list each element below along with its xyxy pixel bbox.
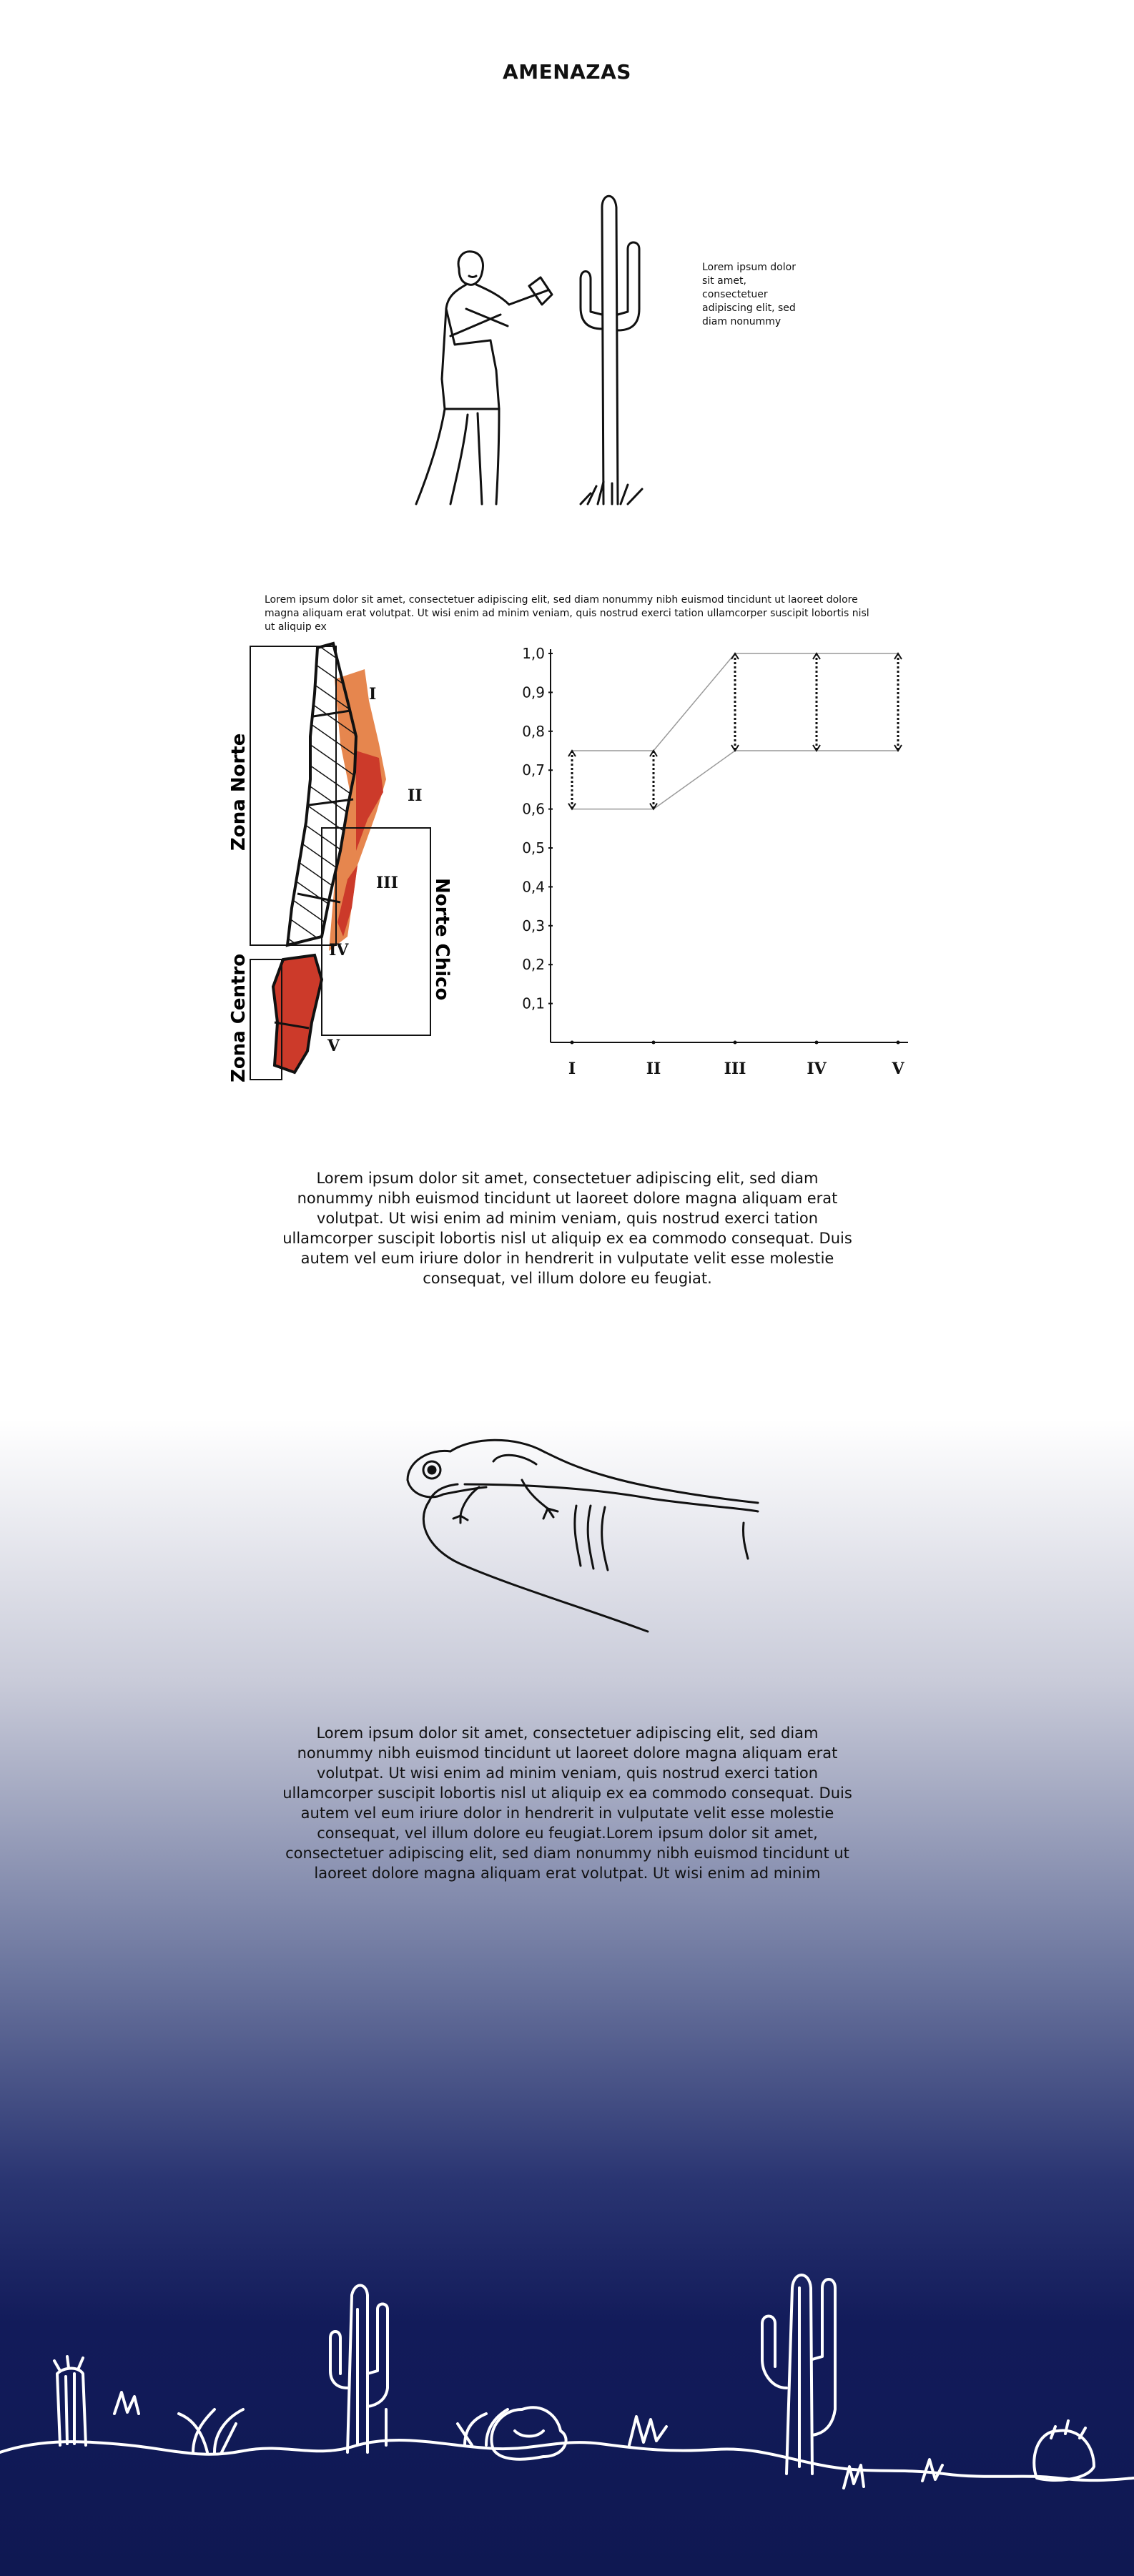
zona-norte-label: Zona Norte bbox=[228, 734, 250, 851]
map-caption: Lorem ipsum dolor sit amet, consectetuer… bbox=[265, 594, 869, 633]
x-tick bbox=[814, 1040, 819, 1045]
x-tick bbox=[651, 1040, 656, 1045]
map-threat-center bbox=[273, 955, 322, 1072]
cactus-icon bbox=[601, 194, 619, 505]
map-region-label: I bbox=[369, 685, 376, 704]
range-arrow-bottom bbox=[812, 744, 821, 752]
lizard-on-finger-illustration bbox=[406, 1438, 759, 1633]
y-tick-label: 0,1 bbox=[522, 995, 545, 1012]
side-note: Lorem ipsum dolor sit amet, consectetuer… bbox=[702, 262, 796, 327]
x-tick-label: IV bbox=[807, 1060, 827, 1078]
y-tick-label: 1,0 bbox=[522, 645, 545, 662]
norte-chico-label: Norte Chico bbox=[431, 878, 453, 1000]
range-arrow-top bbox=[812, 652, 821, 660]
man-with-axe-illustration bbox=[415, 194, 644, 505]
y-tick-label: 0,7 bbox=[522, 761, 545, 779]
range-arrow-bottom bbox=[568, 803, 576, 811]
map-region-label: IV bbox=[329, 941, 349, 959]
range-arrow-bottom bbox=[649, 803, 658, 811]
x-tick bbox=[733, 1040, 737, 1045]
y-tick-label: 0,6 bbox=[522, 801, 545, 818]
x-tick-label: I bbox=[568, 1060, 576, 1078]
y-tick-label: 0,9 bbox=[522, 684, 545, 701]
zona-centro-label: Zona Centro bbox=[228, 954, 250, 1082]
y-tick-label: 0,8 bbox=[522, 723, 545, 740]
range-arrow-bottom bbox=[894, 744, 902, 752]
zona-centro-box bbox=[250, 959, 282, 1080]
range-low-line bbox=[572, 750, 898, 810]
zone-map: Zona Norte Norte Chico Zona Centro I II … bbox=[228, 641, 453, 1082]
zona-norte-box bbox=[250, 646, 337, 946]
range-arrow-bottom bbox=[731, 744, 739, 752]
desert-landscape-illustration bbox=[0, 2274, 1134, 2489]
range-arrow-top bbox=[649, 749, 658, 757]
norte-chico-box bbox=[321, 827, 431, 1036]
cactus-icon bbox=[56, 2367, 87, 2447]
map-north-land bbox=[285, 641, 358, 947]
y-tick-label: 0,2 bbox=[522, 956, 545, 973]
range-arrow-top bbox=[894, 652, 902, 660]
range-arrow-top bbox=[731, 652, 739, 660]
y-tick-label: 0,3 bbox=[522, 917, 545, 934]
y-tick-label: 0,4 bbox=[522, 878, 545, 895]
map-region-label: III bbox=[376, 874, 398, 892]
map-region-label: V bbox=[327, 1037, 340, 1055]
y-tick-label: 0,5 bbox=[522, 839, 545, 857]
x-tick bbox=[570, 1040, 574, 1045]
map-region-label: II bbox=[408, 786, 423, 805]
x-tick bbox=[896, 1040, 900, 1045]
threat-range-chart: 0,10,20,30,40,50,60,70,80,91,0I II III IV V bbox=[522, 645, 908, 1078]
paragraph-1: Lorem ipsum dolor sit amet, consectetuer… bbox=[282, 1170, 852, 1287]
range-arrow-top bbox=[568, 749, 576, 757]
x-tick-label: II bbox=[646, 1060, 661, 1078]
x-tick-label: III bbox=[724, 1060, 746, 1078]
page-title: AMENAZAS bbox=[503, 60, 631, 84]
x-tick-label: V bbox=[891, 1060, 904, 1078]
paragraph-2: Lorem ipsum dolor sit amet, consectetuer… bbox=[282, 1724, 852, 1882]
